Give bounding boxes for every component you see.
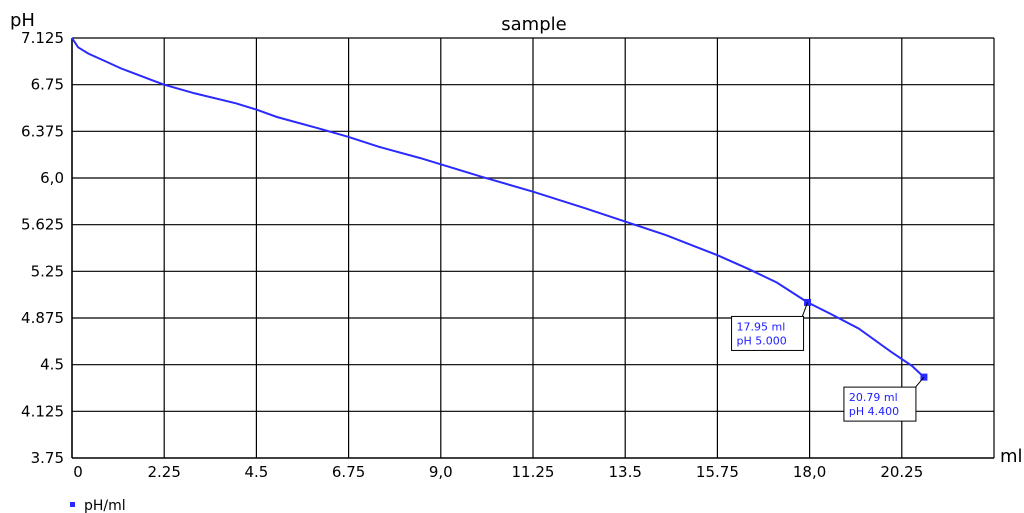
x-tick-label: 20.25 xyxy=(880,463,923,481)
annotation-label-ml: 17.95 ml xyxy=(737,320,786,333)
x-tick-label: 15.75 xyxy=(696,463,739,481)
annotation-label-ml: 20.79 ml xyxy=(849,391,898,404)
y-tick-label: 6.375 xyxy=(21,122,64,140)
y-tick-labels: 3.75 4.125 4.5 4.875 5.25 5.625 6,0 6.375 6.75 7.… xyxy=(21,29,64,467)
grid-lines xyxy=(71,37,995,459)
y-tick-label: 5.625 xyxy=(21,216,64,234)
x-tick-label: 0 xyxy=(73,463,83,481)
y-tick-label: 4.125 xyxy=(21,402,64,420)
annotation-label-ph: pH 5.000 xyxy=(737,334,787,347)
annotation-leader xyxy=(801,302,809,319)
legend-label: pH/ml xyxy=(84,498,126,513)
x-tick-label: 11.25 xyxy=(512,463,555,481)
y-tick-label: 6.75 xyxy=(31,76,64,94)
y-tick-label: 4.5 xyxy=(40,356,64,374)
y-tick-label: 5.25 xyxy=(31,262,64,280)
x-axis-label: ml xyxy=(1000,446,1023,467)
x-tick-labels: 0 2.25 4.5 6.75 9,0 11.25 13.5 15.75 18,0 20.25 xyxy=(73,463,923,481)
x-tick-label: 2.25 xyxy=(147,463,180,481)
x-tick-label: 6.75 xyxy=(332,463,365,481)
y-tick-label: 4.875 xyxy=(21,309,64,327)
y-tick-label: 3.75 xyxy=(31,449,64,467)
chart-title: sample xyxy=(501,14,566,35)
legend-marker xyxy=(70,502,75,507)
series-line xyxy=(71,37,925,378)
annotation-label-ph: pH 4.400 xyxy=(849,405,899,418)
annotation-box xyxy=(731,315,805,351)
y-tick-label: 7.125 xyxy=(21,29,64,47)
x-tick-label: 18,0 xyxy=(793,463,826,481)
series-group xyxy=(71,37,925,378)
x-tick-label: 13.5 xyxy=(608,463,641,481)
x-tick-label: 4.5 xyxy=(244,463,268,481)
y-axis-label: pH xyxy=(10,10,35,31)
legend: pH/ml xyxy=(70,498,126,513)
annotation-box xyxy=(843,386,917,422)
x-tick-label: 9,0 xyxy=(429,463,453,481)
y-tick-label: 6,0 xyxy=(40,169,64,187)
